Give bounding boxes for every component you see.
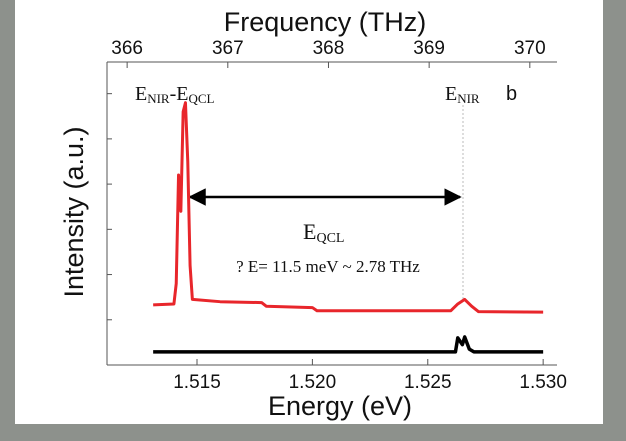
x-axis-label: Energy (eV) — [268, 391, 412, 421]
x-tick-label: 1.520 — [289, 372, 337, 393]
x2-tick-label: 369 — [413, 38, 445, 59]
annotation-text: E — [445, 83, 457, 105]
annotation-text: ? E= 11.5 meV ~ 2.78 THz — [236, 257, 420, 276]
x2-tick-label: 367 — [212, 38, 244, 59]
annotation-text: b — [506, 83, 517, 105]
x2-axis-label: Frequency (THz) — [224, 7, 427, 37]
annotation-subscript: NIR — [457, 91, 480, 106]
x2-tick-label: 366 — [111, 38, 143, 59]
annotation: ENIR-EQCL — [135, 83, 215, 106]
annotation-subscript: NIR — [147, 91, 170, 106]
x-tick-label: 1.515 — [173, 372, 221, 393]
spectrum-line — [153, 101, 544, 314]
panel — [15, 0, 603, 424]
annotation-subscript: QCL — [189, 91, 215, 106]
annotation: EQCL — [303, 219, 344, 246]
annotation: ENIR — [445, 83, 480, 106]
x2-tick-label: 368 — [313, 38, 345, 59]
x-tick-label: 1.525 — [404, 372, 452, 393]
x2-tick-label: 370 — [514, 38, 546, 59]
annotation-subscript: QCL — [316, 231, 344, 246]
annotation-text: E — [303, 219, 316, 244]
annotation: b — [506, 83, 517, 105]
annotation-text: E — [135, 83, 147, 105]
y-axis-label: Intensity (a.u.) — [59, 126, 89, 297]
annotation-text: -E — [170, 83, 189, 105]
spectrum-line — [153, 335, 544, 354]
annotation: ? E= 11.5 meV ~ 2.78 THz — [236, 257, 420, 276]
x-tick-label: 1.530 — [519, 372, 567, 393]
